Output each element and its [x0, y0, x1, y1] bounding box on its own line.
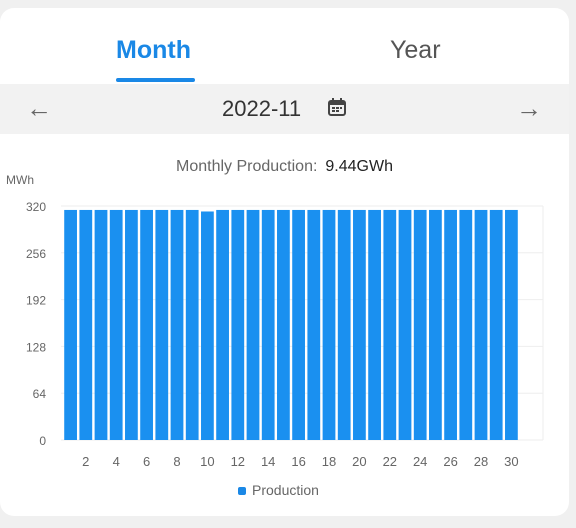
bar [337, 209, 351, 440]
x-tick-label: 16 [291, 454, 305, 469]
x-tick-label: 12 [231, 454, 245, 469]
x-tick-label: 4 [113, 454, 120, 469]
tab-year[interactable]: Year [390, 36, 441, 64]
x-tick-label: 8 [173, 454, 180, 469]
y-tick-label: 320 [26, 200, 46, 214]
period-tabs: Month Year [0, 8, 569, 84]
bar [383, 209, 397, 440]
summary-label: Monthly Production: [176, 158, 318, 175]
bar [79, 209, 93, 440]
bar [140, 209, 153, 440]
x-tick-label: 22 [383, 454, 397, 469]
date-navigator: ← 2022-11 → [0, 84, 569, 134]
bar [413, 209, 427, 440]
bar [459, 209, 473, 440]
production-card: Month Year ← 2022-11 → Monthly Productio… [0, 8, 569, 516]
bar [368, 209, 381, 440]
bar [505, 209, 518, 440]
bar [64, 209, 77, 440]
x-tick-label: 28 [474, 454, 488, 469]
bar [489, 209, 503, 440]
bar [125, 209, 138, 440]
bar [109, 209, 123, 440]
arrow-left-icon[interactable]: ← [26, 93, 52, 123]
legend-label-production: Production [252, 482, 319, 498]
bar [246, 209, 260, 440]
selected-date[interactable]: 2022-11 [222, 96, 302, 121]
bar [155, 209, 169, 440]
bar [322, 209, 336, 440]
x-tick-label: 24 [413, 454, 427, 469]
legend-swatch [238, 487, 246, 496]
x-tick-label: 30 [504, 454, 518, 469]
bar [277, 209, 290, 440]
x-tick-label: 2 [82, 454, 89, 469]
y-axis-label: MWh [6, 173, 34, 187]
bar [216, 209, 229, 440]
y-tick-label: 256 [26, 247, 46, 261]
bar [94, 209, 108, 440]
bar [307, 209, 321, 440]
bar [170, 209, 184, 440]
y-tick-label: 128 [26, 340, 46, 354]
x-tick-label: 10 [200, 454, 214, 469]
x-tick-label: 26 [443, 454, 457, 469]
arrow-right-icon[interactable]: → [516, 93, 542, 123]
bar [261, 209, 275, 440]
active-tab-indicator [116, 78, 195, 82]
calendar-icon[interactable] [327, 97, 347, 117]
bar [292, 209, 305, 440]
summary-value: 9.44GWh [325, 158, 393, 175]
x-tick-label: 18 [322, 454, 336, 469]
monthly-production-summary: Monthly Production: 9.44GWh [0, 158, 569, 176]
bar [474, 209, 488, 440]
tab-month[interactable]: Month [116, 36, 191, 64]
bar [429, 209, 442, 440]
bar [201, 211, 214, 440]
bar [398, 209, 412, 440]
y-tick-label: 0 [39, 434, 46, 448]
y-tick-label: 192 [26, 294, 46, 308]
x-tick-label: 14 [261, 454, 275, 469]
bar [231, 209, 245, 440]
chart-legend[interactable]: Production [238, 482, 319, 498]
x-tick-label: 20 [352, 454, 366, 469]
bar [353, 209, 366, 440]
bar [185, 209, 199, 440]
bar [444, 209, 457, 440]
x-tick-label: 6 [143, 454, 150, 469]
y-tick-label: 64 [33, 387, 47, 401]
